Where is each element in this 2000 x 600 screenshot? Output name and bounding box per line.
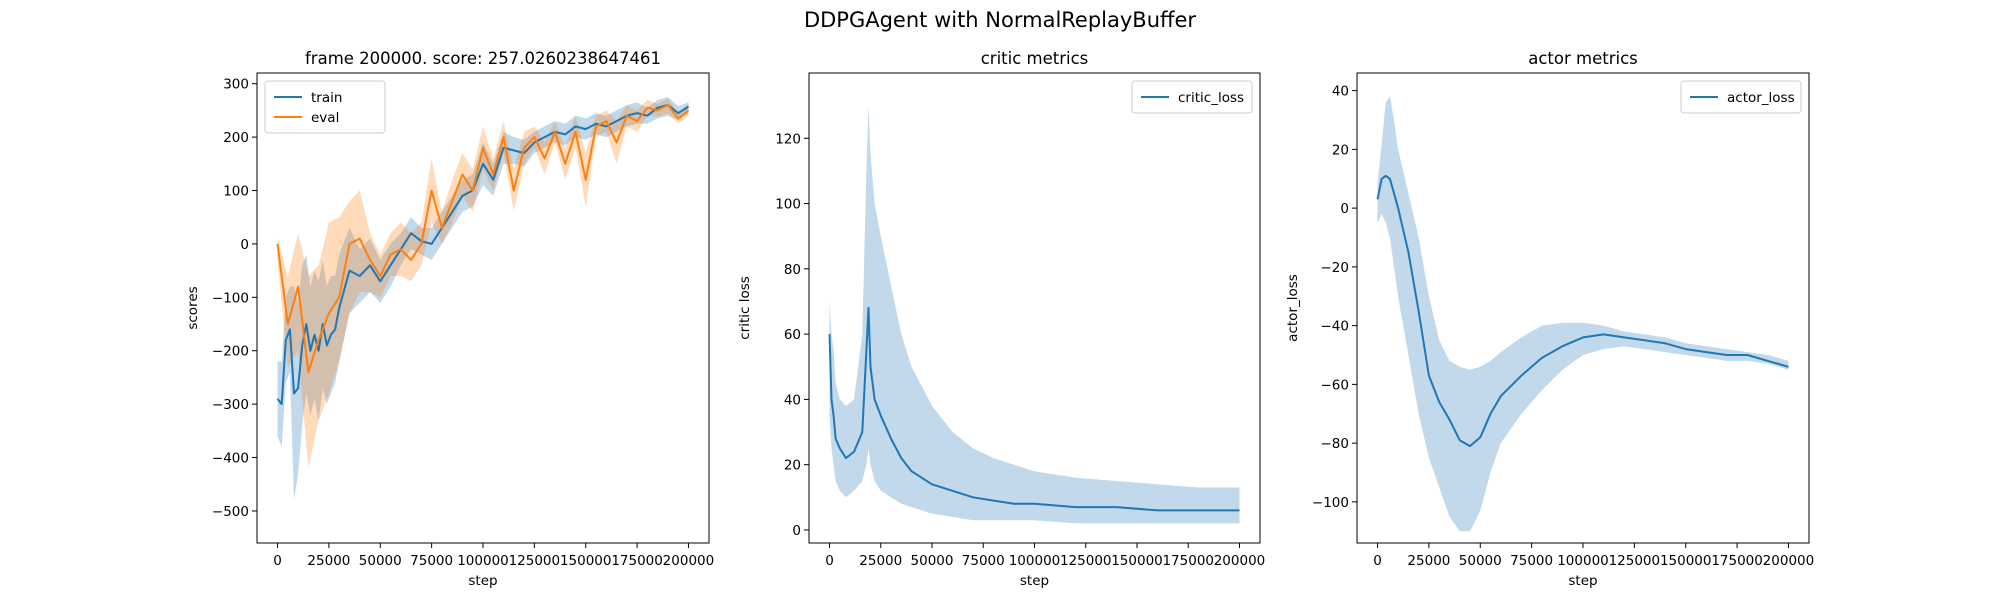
y-tick-label: −40 [1321,319,1350,335]
x-tick-label: 125000 [509,553,561,569]
y-tick-label: 0 [792,523,801,539]
y-tick-label: 0 [240,237,249,253]
legend: critic_loss [1131,80,1253,114]
y-tick-label: −20 [1321,260,1350,276]
chart-title: actor metrics [1528,49,1638,68]
legend-label-critic_loss: critic_loss [1178,90,1244,106]
y-tick-label: 20 [784,458,801,474]
legend-box [264,80,386,134]
legend-label-actor_loss: actor_loss [1727,90,1795,106]
y-tick-label: −100 [212,290,249,306]
y-tick-label: 100 [775,197,801,213]
x-tick-label: 50000 [359,553,402,569]
figure-suptitle: DDPGAgent with NormalReplayBuffer [803,8,1197,32]
series-band-train [277,97,689,501]
legend-box [1680,80,1802,114]
x-tick-label: 150000 [560,553,612,569]
x-tick-label: 0 [1373,553,1382,569]
series-band-critic_loss [829,105,1240,524]
y-tick-label: −400 [212,451,249,467]
y-tick-label: 20 [1332,142,1349,158]
y-tick-label: 40 [1332,84,1349,100]
x-tick-label: 200000 [663,553,715,569]
y-tick-label: −300 [212,397,249,413]
series-line-actor_loss [1376,174,1789,448]
y-tick-label: 0 [1340,201,1349,217]
chart-title: frame 200000. score: 257.0260238647461 [305,49,661,68]
plot-area [276,97,690,501]
chart-panel-2: 0 25000 50000 75000 100000 125000 150000 175000… [737,49,1265,589]
y-tick-label: −60 [1321,377,1350,393]
x-tick-label: 50000 [911,553,954,569]
y-tick-label: −200 [212,344,249,360]
x-tick-label: 175000 [1711,553,1763,569]
x-tick-label: 125000 [1060,553,1112,569]
x-tick-label: 100000 [457,553,509,569]
y-tick-label: −500 [212,504,249,520]
x-tick-label: 75000 [1510,553,1553,569]
series-band-actor_loss [1377,96,1789,532]
series-band-eval [277,98,689,469]
x-tick-label: 50000 [1459,553,1502,569]
x-tick-label: 100000 [1009,553,1061,569]
series-line-critic_loss [828,307,1240,512]
series-line-train [276,104,690,406]
legend-label-eval: eval [311,110,339,126]
y-tick-label: −100 [1312,495,1349,511]
y-axis-label: actor_loss [1285,274,1301,342]
x-tick-label: 175000 [1162,553,1214,569]
x-tick-label: 200000 [1214,553,1266,569]
x-tick-label: 125000 [1609,553,1661,569]
y-tick-label: 200 [223,130,249,146]
x-tick-label: 100000 [1557,553,1609,569]
y-tick-label: 300 [223,77,249,93]
legend: actor_loss [1680,80,1802,114]
y-tick-label: 60 [784,327,801,343]
y-tick-label: −80 [1321,436,1350,452]
plot-area [828,105,1240,524]
legend: train eval [264,80,386,134]
y-tick-label: 100 [223,184,249,200]
x-tick-label: 25000 [307,553,350,569]
y-axis-label: scores [185,286,201,329]
chart-panel-3: 0 25000 50000 75000 100000 125000 150000 175000… [1285,49,1814,589]
chart-panel-1: 0 25000 50000 75000 100000 125000 150000 175000… [185,49,714,589]
legend-box [1131,80,1253,114]
x-tick-label: 150000 [1660,553,1712,569]
x-tick-label: 0 [825,553,834,569]
y-tick-label: 120 [775,131,801,147]
x-tick-label: 25000 [1407,553,1450,569]
x-tick-label: 200000 [1763,553,1815,569]
x-axis-label: step [468,573,497,589]
y-tick-label: 80 [784,262,801,278]
x-tick-label: 0 [273,553,282,569]
x-axis-label: step [1568,573,1597,589]
plot-area [1376,96,1789,532]
y-tick-label: 40 [784,392,801,408]
legend-label-train: train [311,90,342,106]
chart-title: critic metrics [981,49,1089,68]
y-axis-label: critic loss [737,276,753,340]
x-tick-label: 75000 [410,553,453,569]
x-tick-label: 75000 [962,553,1005,569]
series-line-eval [276,104,690,374]
x-tick-label: 150000 [1111,553,1163,569]
x-tick-label: 175000 [611,553,663,569]
x-tick-label: 25000 [859,553,902,569]
x-axis-label: step [1020,573,1049,589]
